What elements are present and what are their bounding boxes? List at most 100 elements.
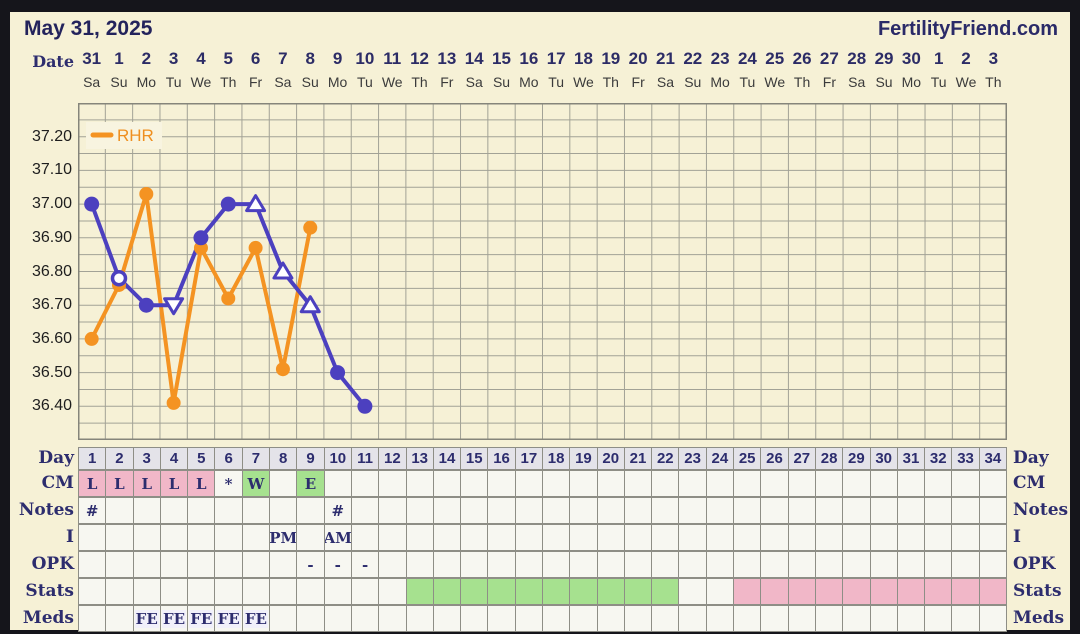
opk-cell — [815, 552, 844, 578]
cm-cell — [734, 471, 762, 497]
table-row-notes: Notes # # Notes — [10, 497, 1070, 524]
stats-cell — [624, 579, 653, 605]
weekday-cell: We — [573, 74, 594, 90]
notes-cell — [624, 498, 653, 524]
stats-cell — [597, 579, 625, 605]
cm-cell: * — [215, 471, 243, 497]
meds-cell — [734, 606, 762, 632]
opk-cell — [706, 552, 735, 578]
weekday-cell: We — [190, 74, 212, 90]
i-cell — [979, 525, 1007, 551]
notes-cell — [815, 498, 844, 524]
row-label-left-i: I — [66, 527, 74, 547]
row-label-left-stats: Stats — [25, 581, 74, 601]
date-cell: 2 — [961, 49, 971, 68]
cm-cell — [952, 471, 980, 497]
y-tick-label: 37.10 — [31, 161, 72, 179]
notes-cell — [897, 498, 926, 524]
temp-filled-circle-marker — [193, 230, 209, 246]
y-tick-label: 36.70 — [31, 296, 72, 314]
i-cell — [897, 525, 926, 551]
i-cell: AM — [324, 525, 352, 551]
i-cell — [433, 525, 462, 551]
date-cell: 6 — [250, 49, 261, 68]
date-cell: 16 — [519, 49, 539, 68]
notes-cell — [843, 498, 871, 524]
notes-cell — [652, 498, 680, 524]
cm-cell — [624, 471, 653, 497]
meds-cell: FE — [133, 606, 161, 632]
temp-filled-circle-marker — [357, 398, 373, 414]
cm-cell — [870, 471, 898, 497]
stats-cell — [270, 579, 298, 605]
opk-cell — [215, 552, 243, 578]
row-label-right-cm: CM — [1013, 473, 1046, 493]
weekday-cell: Tu — [739, 74, 756, 90]
i-cell — [188, 525, 216, 551]
weekday-cell: Sa — [465, 74, 483, 90]
opk-cell — [679, 552, 707, 578]
i-cell — [515, 525, 543, 551]
weekday-cell: Sa — [848, 74, 866, 90]
temp-open-triangle-up-marker — [299, 295, 321, 314]
stats-cell — [188, 579, 216, 605]
cm-cell — [488, 471, 516, 497]
weekday-cell: Th — [602, 74, 619, 90]
y-tick-label: 36.90 — [31, 228, 72, 246]
weekday-cell: Th — [985, 74, 1002, 90]
date-cell: 30 — [901, 49, 921, 68]
date-cell: 13 — [437, 49, 457, 68]
notes-cell — [133, 498, 161, 524]
date-cell: 24 — [737, 49, 757, 68]
date-cell: 11 — [383, 49, 402, 68]
stats-cell — [570, 579, 598, 605]
day-cell: 14 — [433, 448, 462, 470]
plot-border — [78, 103, 1007, 440]
day-cell: 4 — [160, 448, 189, 470]
notes-cell — [433, 498, 462, 524]
weekday-cell: Tu — [548, 74, 565, 90]
notes-cell — [706, 498, 735, 524]
i-cell — [297, 525, 325, 551]
i-cell — [597, 525, 625, 551]
date-cell: 10 — [355, 49, 375, 68]
date-cell: 22 — [683, 49, 703, 68]
i-cell — [79, 525, 107, 551]
meds-cell — [106, 606, 134, 632]
legend-rhr-label: RHR — [117, 126, 154, 145]
date-cell: 26 — [792, 49, 812, 68]
i-cell — [242, 525, 271, 551]
notes-cell — [188, 498, 216, 524]
weekday-cell: Su — [301, 74, 319, 90]
brand-logo: FertilityFriend.com — [877, 18, 1058, 40]
row-label-left-day: Day — [38, 448, 74, 468]
date-cell: 7 — [278, 49, 288, 68]
i-cell — [843, 525, 871, 551]
cm-cell — [815, 471, 844, 497]
row-label-right-day: Day — [1013, 448, 1049, 468]
meds-cell — [706, 606, 735, 632]
cm-cell — [515, 471, 543, 497]
notes-cell — [542, 498, 571, 524]
meds-cell: FE — [160, 606, 189, 632]
stats-cell — [761, 579, 789, 605]
i-cell — [761, 525, 789, 551]
notes-cell: # — [79, 498, 107, 524]
notes-cell: # — [324, 498, 352, 524]
meds-cell — [925, 606, 953, 632]
notes-cell — [870, 498, 898, 524]
day-cell: 19 — [570, 448, 598, 470]
cm-cell — [597, 471, 625, 497]
weekday-cell: Mo — [901, 74, 922, 90]
cm-cell: L — [133, 471, 161, 497]
date-cell: 28 — [847, 49, 867, 68]
date-cell: 21 — [655, 49, 675, 68]
meds-cell — [542, 606, 571, 632]
stats-cell — [679, 579, 707, 605]
meds-cell — [843, 606, 871, 632]
weekday-cell: Mo — [710, 74, 730, 90]
stats-cell — [215, 579, 243, 605]
cm-cell — [406, 471, 434, 497]
date-numbers-row: 31 1 2 3 4 5 6 7 8 9 10 11 12 13 14 15 16 17 18 19 20 21 22 23 2… — [78, 48, 1007, 70]
stats-cell — [133, 579, 161, 605]
